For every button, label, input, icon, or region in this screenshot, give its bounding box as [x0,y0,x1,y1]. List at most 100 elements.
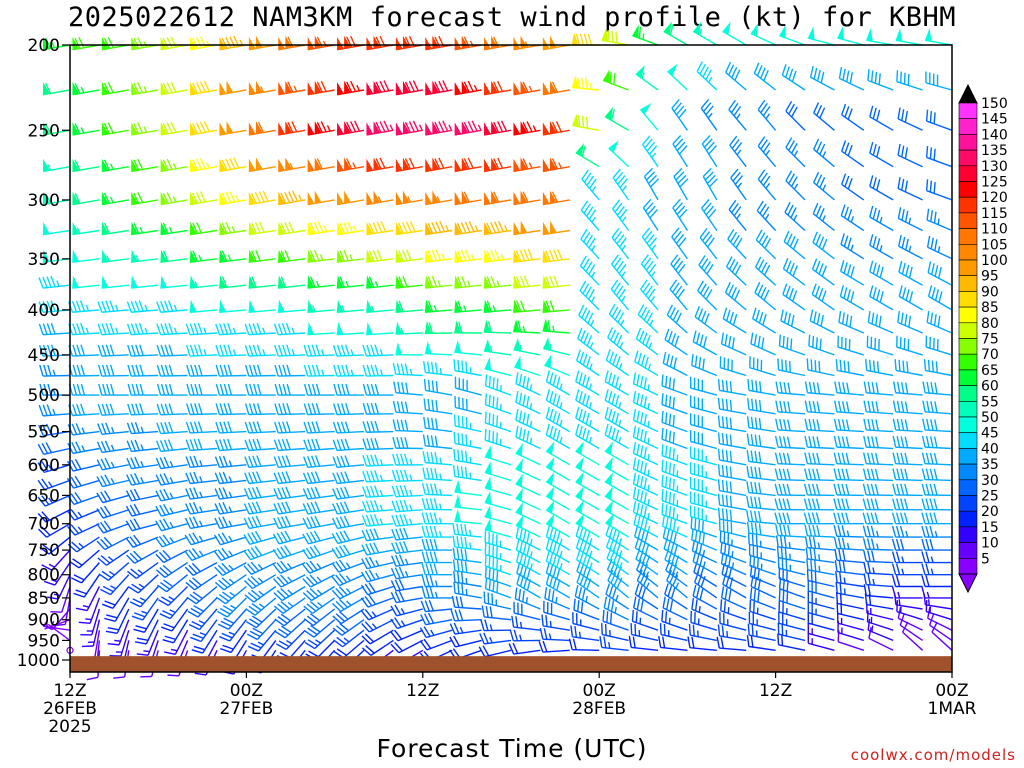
barb-flag [395,249,403,263]
barb-full [640,529,646,541]
barb-full [422,361,427,373]
barb-full [790,207,797,219]
barb-shaft [395,509,423,513]
barb-full [163,456,170,468]
wind-barb [454,249,482,263]
barb-flag [491,80,499,94]
barb-half [618,436,622,444]
barb-full [487,321,492,333]
barb-shaft [661,403,688,415]
barb-half [585,595,589,603]
barb-flag [750,23,759,37]
wind-barb [96,474,129,488]
barb-half [559,383,563,390]
barb-half [287,563,292,569]
barb-half [588,402,592,409]
barb-full [749,510,754,522]
wind-barb [661,459,688,482]
barb-shaft [167,586,189,606]
barb-full [218,517,225,528]
wind-barb [605,349,629,377]
barb-full [615,355,621,368]
barb-full [373,528,380,540]
barb-full [195,122,203,134]
barb-half [85,618,92,621]
barb-full [697,397,700,409]
barb-shaft [692,561,718,576]
barb-flag [402,190,410,204]
wind-barb [156,562,188,579]
barb-shaft [690,440,717,450]
barb-full [549,408,554,421]
wind-barb [670,254,688,286]
barb-full [607,598,611,610]
barb-flag [542,122,550,136]
barb-full [426,467,430,480]
barb-full [136,637,149,642]
barb-shaft [808,622,835,631]
barb-full [274,403,279,415]
barb-shaft [837,369,864,377]
wind-barb [717,493,747,511]
wind-barb [807,622,835,642]
barb-shaft [131,494,159,502]
barb-full [302,592,312,601]
barb-full [303,344,309,357]
barb-full [421,498,426,510]
barb-full [311,421,317,433]
barb-full [193,487,199,499]
barb-full [750,481,754,494]
wind-barb [833,452,864,466]
wind-barb [776,546,806,564]
barb-shaft [192,561,218,577]
barb-half [559,563,563,570]
wind-barb [719,530,747,551]
barb-shaft [102,494,129,504]
barb-full [131,364,136,377]
barb-full [750,522,754,534]
barb-full [702,66,709,78]
barb-full [338,559,347,570]
wind-barb [333,639,365,659]
barb-full [256,364,262,376]
barb-half [317,601,323,608]
barb-full [496,397,499,409]
wind-barb [729,135,747,168]
barb-full [582,353,588,366]
barb-full [643,492,648,504]
barb-full [605,524,611,536]
barb-full [251,531,259,543]
barb-full [751,307,757,319]
barb-shaft [230,629,247,653]
wind-barb [545,389,571,415]
wind-barb [697,280,718,311]
barb-full [243,534,251,545]
barb-shaft [248,479,276,485]
barb-full [706,174,716,184]
barb-full [250,561,260,572]
barb-full [672,478,675,491]
barb-shaft [282,597,306,614]
barb-full [404,401,409,414]
wind-barb [804,452,835,466]
wind-barb [483,338,512,356]
wind-barb [450,609,482,622]
barb-full [833,525,838,537]
barb-full [78,621,91,624]
wind-barb [775,418,806,433]
barb-full [156,301,162,313]
barb-half [850,216,854,223]
wind-barb [304,629,336,650]
barb-shaft [778,644,806,651]
barb-full [496,378,499,391]
barb-full [804,452,809,464]
wind-barb [575,441,600,466]
barb-full [104,457,111,469]
barb-full [284,250,291,262]
barb-full [430,451,434,464]
barb-full [306,615,317,624]
barb-flag [515,442,523,457]
barb-full [820,71,825,84]
barb-full [403,499,409,512]
barb-full [81,645,94,648]
